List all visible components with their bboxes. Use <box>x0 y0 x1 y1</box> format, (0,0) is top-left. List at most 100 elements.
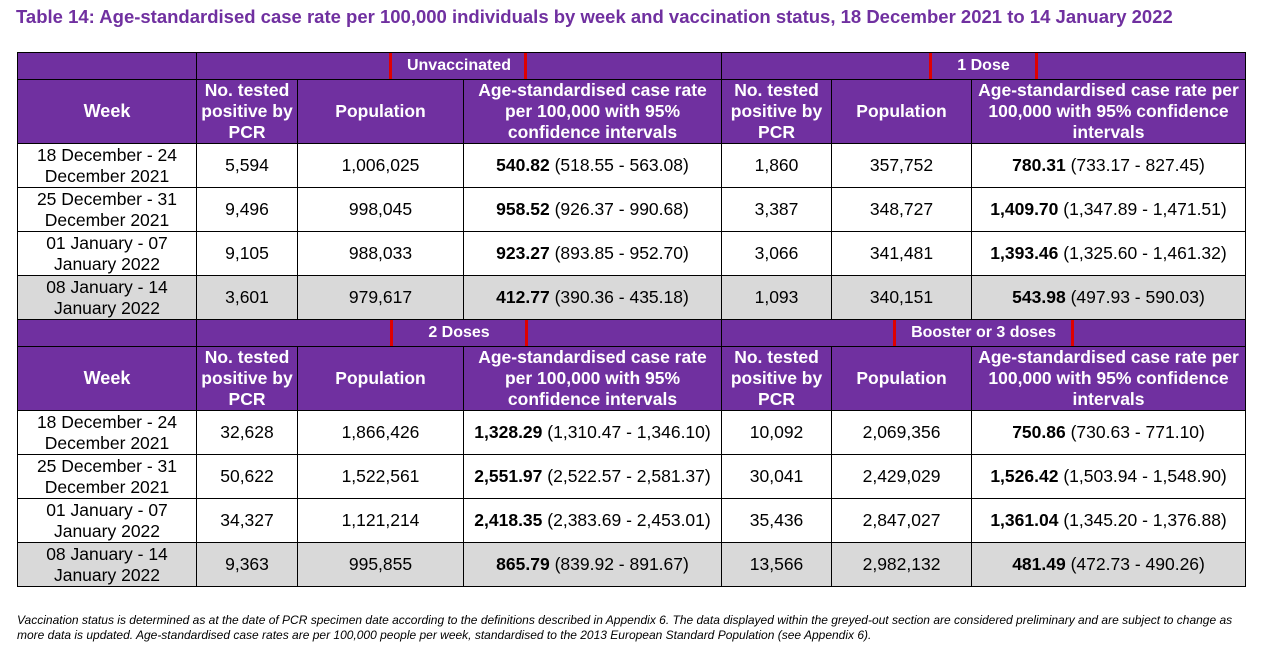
group-header-cell: Unvaccinated <box>196 52 722 80</box>
population-cell: 1,006,025 <box>297 143 464 188</box>
population-cell: 995,855 <box>297 542 464 587</box>
rate-cell: 1,526.42 (1,503.94 - 1,548.90) <box>971 454 1247 499</box>
header-population: Population <box>297 79 464 144</box>
tested-cell: 1,860 <box>721 143 832 188</box>
rate-cell: 1,393.46 (1,325.60 - 1,461.32) <box>970 231 1247 276</box>
rate-cell: 958.52 (926.37 - 990.68) <box>463 187 722 232</box>
confidence-interval: (1,503.94 - 1,548.90) <box>1063 466 1227 486</box>
tested-cell: 9,496 <box>196 187 298 232</box>
week-cell: 25 December - 31 December 2021 <box>17 454 197 499</box>
group-label-text: 1 Dose <box>957 57 1010 74</box>
population-cell: 2,429,029 <box>831 454 973 499</box>
rate-cell: 1,361.04 (1,345.20 - 1,376.88) <box>971 498 1247 543</box>
group-label: 2 Doses <box>390 320 528 346</box>
case-rate-table-2: 2 Doses Booster or 3 doses Week No. tested … <box>17 319 1247 587</box>
tested-cell: 5,594 <box>196 143 298 188</box>
confidence-interval: (472.73 - 490.26) <box>1070 554 1205 574</box>
tested-cell: 35,436 <box>721 498 833 543</box>
confidence-interval: (518.55 - 563.08) <box>554 155 689 175</box>
tested-cell: 34,327 <box>196 498 298 543</box>
confidence-interval: (497.93 - 590.03) <box>1070 287 1205 307</box>
tested-cell: 13,566 <box>721 542 833 587</box>
rate-cell: 481.49 (472.73 - 490.26) <box>971 542 1247 587</box>
header-rate: Age-standardised case rate per 100,000 w… <box>970 79 1247 144</box>
group-label-text: Booster or 3 doses <box>911 324 1056 341</box>
header-tested: No. tested positive by PCR <box>721 79 832 144</box>
rate-value: 865.79 <box>496 554 550 574</box>
population-cell: 1,522,561 <box>297 454 464 499</box>
rate-cell: 412.77 (390.36 - 435.18) <box>463 275 722 320</box>
confidence-interval: (390.36 - 435.18) <box>554 287 689 307</box>
week-cell: 08 January - 14 January 2022 <box>17 542 197 587</box>
week-cell: 01 January - 07 January 2022 <box>17 498 197 543</box>
table-row: 25 December - 31 December 2021 50,622 1,52… <box>17 454 1247 499</box>
group-header-cell: 1 Dose <box>720 52 1247 80</box>
header-rate: Age-standardised case rate per 100,000 w… <box>463 79 722 144</box>
confidence-interval: (1,345.20 - 1,376.88) <box>1063 510 1227 530</box>
header-tested: No. tested positive by PCR <box>196 346 298 411</box>
confidence-interval: (1,325.60 - 1,461.32) <box>1063 243 1227 263</box>
group-label: Booster or 3 doses <box>893 320 1074 346</box>
header-rate: Age-standardised case rate per 100,000 w… <box>462 346 723 411</box>
population-cell: 357,752 <box>831 143 972 188</box>
tested-cell: 32,628 <box>196 410 298 455</box>
population-cell: 2,069,356 <box>831 410 973 455</box>
tested-cell: 3,601 <box>196 275 298 320</box>
confidence-interval: (1,347.89 - 1,471.51) <box>1063 199 1227 219</box>
week-cell: 18 December - 24 December 2021 <box>17 410 197 455</box>
table-row: 01 January - 07 January 2022 34,327 1,121,… <box>17 498 1247 543</box>
table-row: 18 December - 24 December 2021 32,628 1,86… <box>17 410 1247 455</box>
group-corner-cell <box>17 319 197 347</box>
confidence-interval: (893.85 - 952.70) <box>554 243 689 263</box>
rate-cell: 780.31 (733.17 - 827.45) <box>970 143 1247 188</box>
week-cell: 25 December - 31 December 2021 <box>17 187 197 232</box>
header-rate: Age-standardised case rate per 100,000 w… <box>971 346 1247 411</box>
rate-value: 1,361.04 <box>990 510 1059 530</box>
rate-value: 1,328.29 <box>474 422 543 442</box>
rate-value: 540.82 <box>496 155 550 175</box>
rate-value: 481.49 <box>1012 554 1066 574</box>
footnote: Vaccination status is determined as at t… <box>17 613 1233 642</box>
header-population: Population <box>831 79 972 144</box>
rate-value: 923.27 <box>496 243 550 263</box>
rate-value: 1,526.42 <box>990 466 1059 486</box>
confidence-interval: (926.37 - 990.68) <box>554 199 689 219</box>
column-header-row: Week No. tested positive by PCR Population… <box>17 79 1247 144</box>
group-header-cell: 2 Doses <box>195 319 723 347</box>
tested-cell: 30,041 <box>721 454 833 499</box>
table-body: Unvaccinated 1 Dose Week No. tested positiv… <box>17 52 1247 320</box>
group-corner-cell <box>17 52 197 80</box>
rate-value: 412.77 <box>496 287 550 307</box>
population-cell: 2,847,027 <box>831 498 973 543</box>
table-row: 18 December - 24 December 2021 5,594 1,006… <box>17 143 1247 188</box>
rate-value: 1,409.70 <box>990 199 1059 219</box>
rate-cell: 540.82 (518.55 - 563.08) <box>463 143 722 188</box>
header-week: Week <box>17 79 197 144</box>
header-population: Population <box>297 346 464 411</box>
population-cell: 2,982,132 <box>831 542 973 587</box>
rate-value: 1,393.46 <box>990 243 1059 263</box>
group-label: 1 Dose <box>929 53 1038 79</box>
tested-cell: 3,387 <box>721 187 832 232</box>
table-row: 25 December - 31 December 2021 9,496 998,0… <box>17 187 1247 232</box>
confidence-interval: (1,310.47 - 1,346.10) <box>547 422 711 442</box>
rate-value: 750.86 <box>1012 422 1066 442</box>
population-cell: 988,033 <box>297 231 464 276</box>
rate-value: 2,551.97 <box>474 466 543 486</box>
table-row: 01 January - 07 January 2022 9,105 988,033… <box>17 231 1247 276</box>
rate-cell: 750.86 (730.63 - 771.10) <box>971 410 1247 455</box>
rate-value: 958.52 <box>496 199 550 219</box>
tested-cell: 3,066 <box>721 231 832 276</box>
tested-cell: 9,363 <box>196 542 298 587</box>
group-header-row: Unvaccinated 1 Dose <box>17 52 1247 80</box>
rate-cell: 1,409.70 (1,347.89 - 1,471.51) <box>970 187 1247 232</box>
week-cell: 08 January - 14 January 2022 <box>17 275 197 320</box>
week-cell: 18 December - 24 December 2021 <box>17 143 197 188</box>
rate-cell: 543.98 (497.93 - 590.03) <box>970 275 1247 320</box>
table-title: Table 14: Age-standardised case rate per… <box>16 6 1173 27</box>
rate-cell: 923.27 (893.85 - 952.70) <box>463 231 722 276</box>
group-header-row: 2 Doses Booster or 3 doses <box>17 319 1247 347</box>
rate-cell: 2,551.97 (2,522.57 - 2,581.37) <box>462 454 723 499</box>
case-rate-table-1: Unvaccinated 1 Dose Week No. tested positiv… <box>17 52 1247 320</box>
group-label-text: 2 Doses <box>428 324 490 341</box>
